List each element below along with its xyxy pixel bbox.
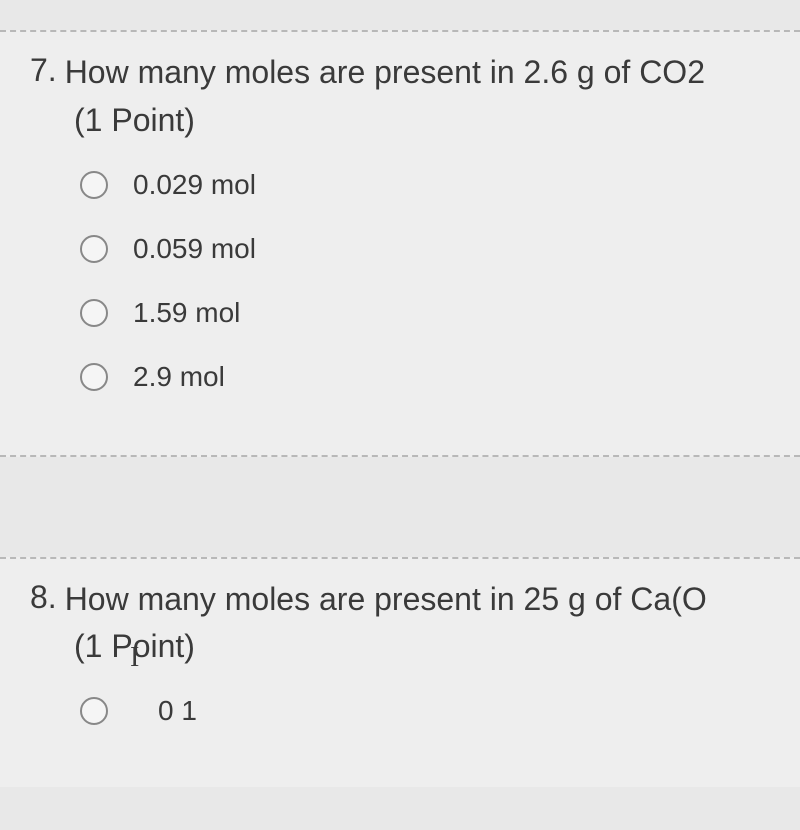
option-row[interactable]: 1.59 mol xyxy=(80,297,770,329)
radio-icon[interactable] xyxy=(80,235,108,263)
question-7-options: 0.029 mol 0.059 mol 1.59 mol 2.9 mol xyxy=(80,169,770,393)
radio-icon[interactable] xyxy=(80,697,108,725)
radio-icon[interactable] xyxy=(80,363,108,391)
option-row[interactable]: 0.029 mol xyxy=(80,169,770,201)
radio-icon[interactable] xyxy=(80,171,108,199)
question-7-header: 7. How many moles are present in 2.6 g o… xyxy=(30,52,770,94)
question-8-header: 8. How many moles are present in 25 g of… xyxy=(30,579,770,621)
option-row[interactable]: 2.9 mol xyxy=(80,361,770,393)
question-8-number: 8. xyxy=(30,579,57,616)
option-label-partial: 0 1 xyxy=(158,695,197,727)
question-7-block: 7. How many moles are present in 2.6 g o… xyxy=(0,30,800,457)
option-label: 2.9 mol xyxy=(133,361,225,393)
option-row-partial[interactable]: 0 1 xyxy=(80,695,770,727)
option-label: 0.059 mol xyxy=(133,233,256,265)
option-label: 1.59 mol xyxy=(133,297,240,329)
question-7-text: How many moles are present in 2.6 g of C… xyxy=(65,52,705,94)
question-7-number: 7. xyxy=(30,52,57,89)
question-8-text: How many moles are present in 25 g of Ca… xyxy=(65,579,707,621)
question-8-block: 8. How many moles are present in 25 g of… xyxy=(0,557,800,788)
option-row[interactable]: 0.059 mol xyxy=(80,233,770,265)
question-8-points: (1 Point) xyxy=(74,628,770,665)
radio-icon[interactable] xyxy=(80,299,108,327)
question-7-points: (1 Point) xyxy=(74,102,770,139)
text-cursor-icon: I xyxy=(130,642,139,674)
option-label: 0.029 mol xyxy=(133,169,256,201)
